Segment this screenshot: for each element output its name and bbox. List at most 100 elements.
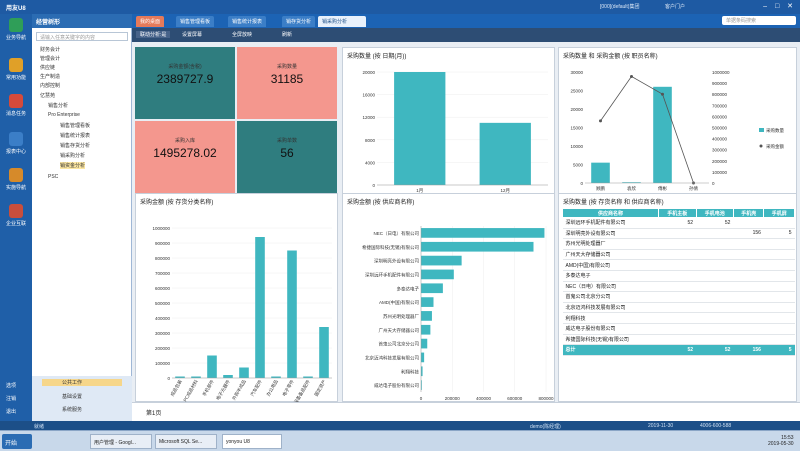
y-tick-label: 12000 <box>362 115 375 120</box>
bar <box>394 72 446 185</box>
screen-settings-button[interactable]: 设置屏幕 <box>182 32 203 38</box>
column-header[interactable]: 供应商名称 <box>561 208 660 218</box>
task-chrome[interactable]: 用户管理 - Googl... <box>90 434 152 449</box>
tree-item-selected[interactable]: 销资金分析 <box>60 162 86 169</box>
task-u8[interactable]: yonyou U8 <box>222 434 282 449</box>
tree-item[interactable]: 亿慧苑 <box>40 93 56 99</box>
nav-favorites[interactable]: 常用功能 <box>2 58 30 90</box>
tree-item[interactable]: 销采购分析 <box>60 153 86 159</box>
table-cell <box>658 228 697 240</box>
bar <box>421 324 431 335</box>
legend-label: 采购金额 <box>766 143 784 150</box>
nav-exit[interactable]: 退出 <box>6 409 17 415</box>
tree-item[interactable]: 销售管理看板 <box>60 123 91 129</box>
table-row[interactable]: 广州天大存储器公司 <box>562 249 795 261</box>
tree-item[interactable]: Pro Enterprise <box>48 112 80 118</box>
tab-inventory[interactable]: 销存货分析 <box>282 16 316 27</box>
table-row[interactable]: 北京迈鸿科技发展有限公司 <box>562 302 795 314</box>
title-bar: 用友U8 [000](default)集团 客户门户 – □ ✕ <box>0 0 800 14</box>
table-cell: 深圳明亮外设有限公司 <box>562 228 659 240</box>
y-tick-label: 4000 <box>365 160 376 165</box>
y-tick-label: 30000 <box>570 70 583 75</box>
y2-tick-label: 800000 <box>712 92 728 97</box>
nav-messages[interactable]: 消息任务 <box>2 94 30 126</box>
y-tick-label: 600000 <box>155 286 171 291</box>
footer-system-service[interactable]: 系统服务 <box>62 407 83 413</box>
bar <box>421 366 423 377</box>
tree-item[interactable]: 内部控制 <box>40 83 61 89</box>
column-header[interactable]: 手机屏 <box>763 208 795 218</box>
nav-reports[interactable]: 报表中心 <box>2 132 30 164</box>
left-nav: 业务导航 常用功能 消息任务 报表中心 实施导航 企业互联 选项 注销 退出 <box>0 14 32 421</box>
table-panel: 采购数量 (按 存货名称 和 供应商名称) 供应商名称 手机主板 手机电池 手机壳 手机… <box>558 193 797 402</box>
tab-sales-report[interactable]: 销售统计报表 <box>228 16 267 27</box>
y2-tick-label: 700000 <box>712 103 728 108</box>
table-row[interactable]: 利翔科技 <box>562 312 795 324</box>
start-button[interactable]: 开始 <box>2 434 32 449</box>
tree-item[interactable]: 销售分析 <box>48 103 69 109</box>
page-indicator[interactable]: 第1页 <box>146 411 162 417</box>
table-cell: 广州天大存储器公司 <box>562 249 659 261</box>
nav-business[interactable]: 业务导航 <box>2 18 30 50</box>
column-header[interactable]: 手机壳 <box>732 208 765 218</box>
table-cell <box>763 302 795 314</box>
table-cell <box>696 312 734 324</box>
footer-public-work[interactable]: 公共工作 <box>42 379 122 386</box>
bar <box>303 376 313 378</box>
table-row[interactable]: 希捷国际科技(无锡)有限公司 <box>562 334 795 346</box>
tree-item[interactable]: 供应链 <box>40 65 56 71</box>
footer-basic-settings[interactable]: 基础设置 <box>62 394 83 400</box>
table-cell <box>658 281 697 293</box>
column-header[interactable]: 手机主板 <box>658 208 697 218</box>
table-cell <box>696 302 734 314</box>
line-point <box>599 119 602 123</box>
table-row[interactable]: 威达电子股份有限公司 <box>562 323 795 335</box>
tree-item[interactable]: 管理会计 <box>40 56 61 62</box>
linked-analysis-toggle[interactable]: 联动分析:是 <box>136 31 171 38</box>
nav-implement[interactable]: 实施导航 <box>2 168 30 200</box>
table-row[interactable]: 深圳明亮外设有限公司 156 5 <box>562 228 795 240</box>
table-row[interactable]: 深圳远环手机配件有限公司 52 52 <box>562 217 795 229</box>
window-controls[interactable]: – □ ✕ <box>763 3 796 10</box>
nav-interconnect[interactable]: 企业互联 <box>2 204 30 236</box>
tree-item[interactable]: 生产制造 <box>40 74 61 80</box>
bar <box>421 269 454 280</box>
barcode-search-input[interactable]: 单据条码搜索 <box>722 16 796 25</box>
table-row[interactable]: 苏州光明处理器厂 <box>562 238 795 250</box>
table-row[interactable]: AMD(中国)有限公司 <box>562 259 795 271</box>
tree-item[interactable]: PSC <box>48 174 59 180</box>
tree-item[interactable]: 销售统计报表 <box>60 133 91 139</box>
table-cell <box>696 291 734 303</box>
refresh-button[interactable]: 刷新 <box>282 32 293 38</box>
tab-purchase[interactable]: 销采购分析 <box>318 16 366 27</box>
table-cell <box>696 249 734 261</box>
series-line <box>600 75 694 184</box>
column-header[interactable]: 手机电池 <box>695 208 734 218</box>
task-sql[interactable]: Microsoft SQL Se... <box>155 434 217 449</box>
tree-item[interactable]: 财务会计 <box>40 47 61 53</box>
bar <box>287 250 297 378</box>
table-row[interactable]: 多泰达电子 <box>562 270 795 282</box>
tree-item[interactable]: 销售存货分析 <box>60 143 91 149</box>
compass-icon <box>9 168 23 182</box>
y-tick-label: 0 <box>580 181 583 186</box>
nav-options[interactable]: 选项 <box>6 383 17 389</box>
y2-tick-label: 500000 <box>712 126 728 131</box>
portal-link[interactable]: 客户门户 <box>665 4 686 10</box>
fullscreen-button[interactable]: 全屏放映 <box>232 32 253 38</box>
table-row[interactable]: NEC（日电）有限公司 <box>562 281 795 293</box>
y-tick-label: 20000 <box>570 107 583 112</box>
nav-logout[interactable]: 注销 <box>6 396 17 402</box>
x-tick-label: 成品包装 <box>169 378 184 398</box>
x-tick-label: 200000 <box>445 396 461 401</box>
table-cell <box>763 259 795 271</box>
y-tick-label: NEC（日电）有限公司 <box>373 230 419 237</box>
bar <box>421 255 462 266</box>
y-tick-label: 利翔科技 <box>401 368 419 375</box>
tab-sales-board[interactable]: 销售管理看板 <box>176 16 215 27</box>
tab-desktop[interactable]: 我的桌面 <box>136 16 165 27</box>
tree-search-input[interactable]: 请输入任意关键字的内容 <box>36 32 128 41</box>
bar <box>421 311 432 321</box>
table-row[interactable]: 首鬼公司北京分公司 <box>562 291 795 303</box>
table-cell <box>658 302 697 314</box>
